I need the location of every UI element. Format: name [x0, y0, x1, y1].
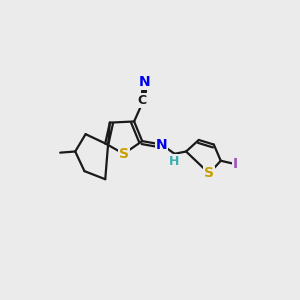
Text: N: N: [139, 75, 150, 89]
Text: I: I: [233, 157, 238, 171]
Text: N: N: [156, 138, 168, 152]
Text: S: S: [119, 147, 129, 161]
Text: C: C: [137, 94, 146, 107]
Text: H: H: [169, 155, 180, 168]
Text: S: S: [204, 167, 214, 180]
